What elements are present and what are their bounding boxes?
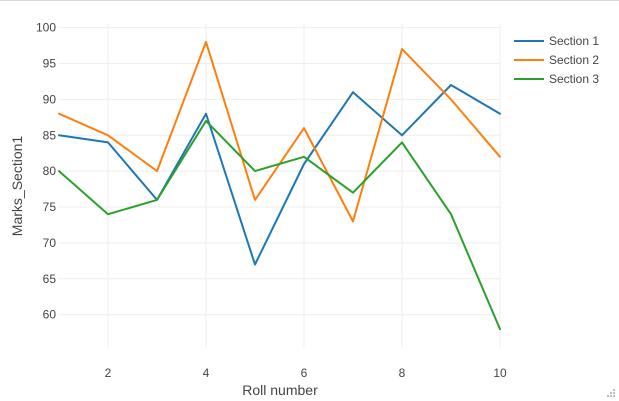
legend-item-section-2[interactable]: Section 2	[514, 53, 599, 67]
series-lines	[59, 42, 500, 329]
y-tick-label: 65	[43, 272, 57, 286]
y-tick-label: 90	[43, 92, 57, 106]
y-axis-ticks: 60 65 70 75 80 85 90 95 100	[36, 21, 56, 322]
legend-label: Section 2	[549, 53, 599, 67]
grid	[59, 24, 500, 347]
y-axis-title: Marks_Section1	[9, 136, 25, 237]
x-axis-title: Roll number	[242, 382, 318, 398]
x-tick-label: 4	[203, 366, 210, 380]
series-line-section-1[interactable]	[59, 85, 500, 265]
x-tick-label: 8	[399, 366, 406, 380]
x-tick-label: 10	[493, 366, 507, 380]
series-line-section-2[interactable]	[59, 42, 500, 222]
legend-label: Section 1	[549, 34, 599, 48]
y-tick-label: 80	[43, 164, 57, 178]
x-tick-label: 2	[105, 366, 112, 380]
x-axis-ticks: 2 4 6 8 10	[105, 366, 507, 380]
legend-label: Section 3	[549, 72, 599, 86]
resize-grip-icon[interactable]	[606, 388, 616, 398]
legend-item-section-1[interactable]: Section 1	[514, 34, 599, 48]
y-tick-label: 70	[43, 236, 57, 250]
series-line-section-3[interactable]	[59, 121, 500, 329]
legend-item-section-3[interactable]: Section 3	[514, 72, 599, 86]
y-tick-label: 60	[43, 308, 57, 322]
x-tick-label: 6	[301, 366, 308, 380]
y-tick-label: 75	[43, 200, 57, 214]
y-tick-label: 100	[36, 21, 56, 35]
legend[interactable]: Section 1 Section 2 Section 3	[514, 34, 599, 86]
y-tick-label: 95	[43, 56, 57, 70]
y-tick-label: 85	[43, 128, 57, 142]
